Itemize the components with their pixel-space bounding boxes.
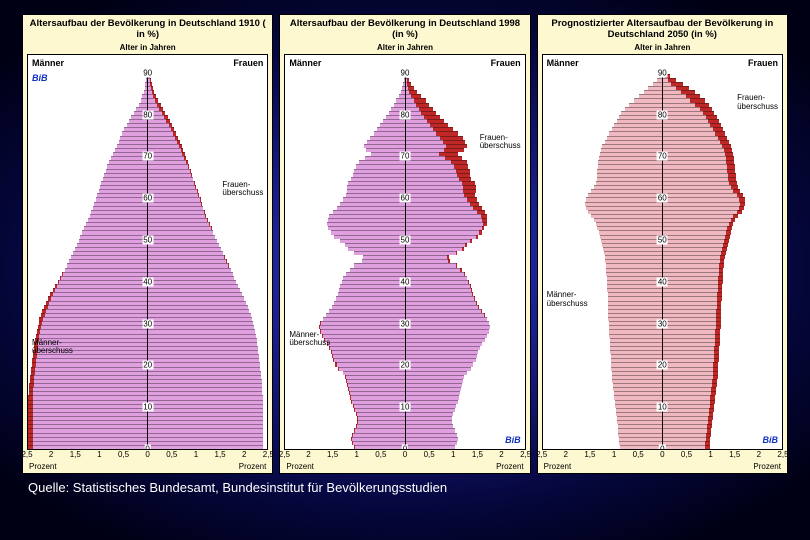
x-axis: 2,521,510,500,511,522,5 bbox=[284, 450, 525, 462]
population-pyramids-triptych: Altersaufbau der Bevölkerung in Deutschl… bbox=[22, 14, 788, 474]
x-tick: 2,5 bbox=[279, 450, 290, 459]
y-axis-title: Alter in Jahren bbox=[280, 43, 529, 52]
x-tick: 0 bbox=[145, 450, 149, 459]
x-tick: 0,5 bbox=[681, 450, 692, 459]
x-tick: 1 bbox=[97, 450, 101, 459]
x-axis-labels: ProzentProzent bbox=[29, 462, 266, 471]
bar-women-age0 bbox=[663, 445, 782, 449]
x-tick: 2 bbox=[242, 450, 246, 459]
x-tick: 1 bbox=[451, 450, 455, 459]
panel-title: Altersaufbau der Bevölkerung in Deutschl… bbox=[280, 15, 529, 43]
x-tick: 2,5 bbox=[536, 450, 547, 459]
women-label: Frauen bbox=[748, 58, 778, 68]
x-tick: 1,5 bbox=[70, 450, 81, 459]
bar-women-age0 bbox=[406, 445, 525, 449]
x-tick: 1 bbox=[354, 450, 358, 459]
x-tick: 0 bbox=[403, 450, 407, 459]
panel-p1910: Altersaufbau der Bevölkerung in Deutschl… bbox=[22, 14, 273, 474]
x-tick: 2 bbox=[306, 450, 310, 459]
bar-women-age0 bbox=[148, 445, 267, 449]
x-axis-labels: ProzentProzent bbox=[544, 462, 781, 471]
x-tick: 2,5 bbox=[520, 450, 531, 459]
men-label: Männer bbox=[289, 58, 321, 68]
x-tick: 0,5 bbox=[375, 450, 386, 459]
x-tick: 2 bbox=[757, 450, 761, 459]
chart-area: MännerFrauenBiB0102030405060708090Frauen… bbox=[284, 54, 525, 450]
x-tick: 2 bbox=[499, 450, 503, 459]
x-tick: 0,5 bbox=[424, 450, 435, 459]
men-label: Männer bbox=[547, 58, 579, 68]
x-axis: 2,521,510,500,511,522,5 bbox=[27, 450, 268, 462]
x-axis: 2,521,510,500,511,522,5 bbox=[542, 450, 783, 462]
women-label: Frauen bbox=[233, 58, 263, 68]
x-tick: 1,5 bbox=[327, 450, 338, 459]
slide-background: Altersaufbau der Bevölkerung in Deutschl… bbox=[0, 0, 810, 540]
bar-men-age0 bbox=[28, 445, 147, 449]
x-tick: 1,5 bbox=[729, 450, 740, 459]
women-label: Frauen bbox=[491, 58, 521, 68]
x-tick: 0,5 bbox=[166, 450, 177, 459]
x-tick: 1,5 bbox=[472, 450, 483, 459]
chart-area: MännerFrauenBiB0102030405060708090Frauen… bbox=[542, 54, 783, 450]
panel-p2050: Prognostizierter Altersaufbau der Bevölk… bbox=[537, 14, 788, 474]
bar-men-age0 bbox=[543, 445, 662, 449]
x-tick: 1 bbox=[612, 450, 616, 459]
chart-area: MännerFrauenBiB0102030405060708090Frauen… bbox=[27, 54, 268, 450]
x-tick: 1 bbox=[194, 450, 198, 459]
x-tick: 2,5 bbox=[777, 450, 788, 459]
y-axis-title: Alter in Jahren bbox=[538, 43, 787, 52]
source-caption: Quelle: Statistisches Bundesamt, Bundesi… bbox=[28, 480, 447, 495]
bar-men-age0 bbox=[285, 445, 404, 449]
panel-title: Altersaufbau der Bevölkerung in Deutschl… bbox=[23, 15, 272, 43]
panel-p1998: Altersaufbau der Bevölkerung in Deutschl… bbox=[279, 14, 530, 474]
x-tick: 0,5 bbox=[633, 450, 644, 459]
x-tick: 0 bbox=[660, 450, 664, 459]
x-axis-labels: ProzentProzent bbox=[286, 462, 523, 471]
panel-title: Prognostizierter Altersaufbau der Bevölk… bbox=[538, 15, 787, 43]
x-tick: 0,5 bbox=[118, 450, 129, 459]
x-tick: 2 bbox=[564, 450, 568, 459]
x-tick: 1,5 bbox=[215, 450, 226, 459]
x-tick: 1,5 bbox=[584, 450, 595, 459]
men-label: Männer bbox=[32, 58, 64, 68]
x-tick: 2 bbox=[49, 450, 53, 459]
y-axis-title: Alter in Jahren bbox=[23, 43, 272, 52]
x-tick: 2,5 bbox=[263, 450, 274, 459]
x-tick: 2,5 bbox=[21, 450, 32, 459]
x-tick: 1 bbox=[708, 450, 712, 459]
